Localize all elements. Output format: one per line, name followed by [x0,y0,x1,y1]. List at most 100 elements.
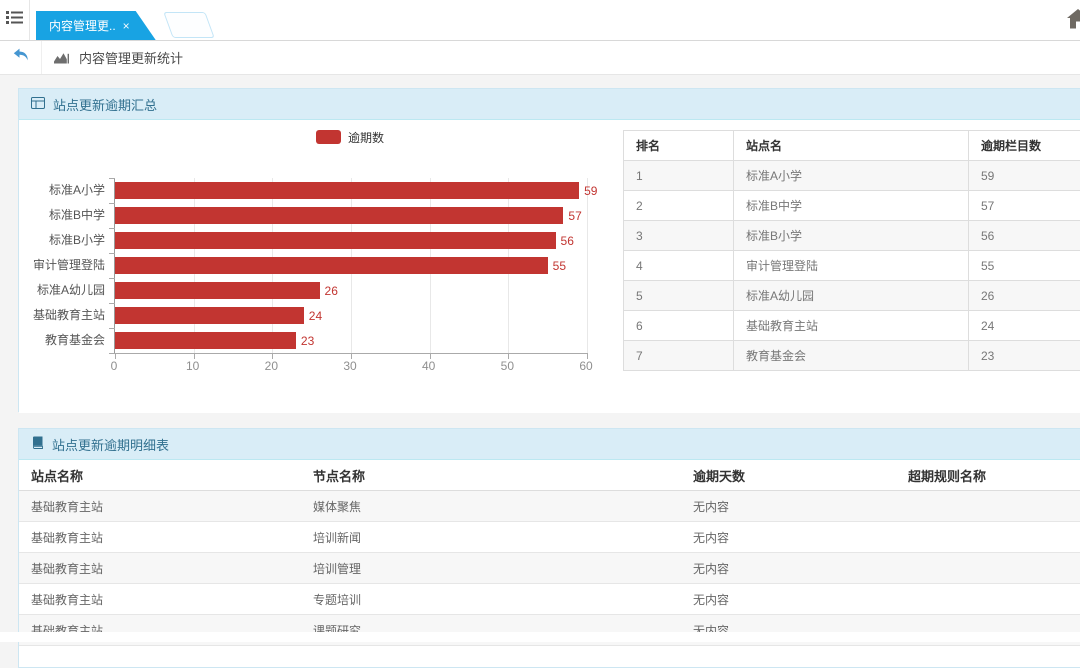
detail-table-body: 基础教育主站媒体聚焦无内容基础教育主站培训新闻无内容基础教育主站培训管理无内容基… [19,491,1080,646]
table-cell: 55 [969,251,1080,281]
axis-tick-label: 40 [422,359,435,373]
category-label: 标准A幼儿园 [19,278,114,303]
bar[interactable] [115,332,296,349]
table-cell: 基础教育主站 [19,584,301,615]
table-cell: 基础教育主站 [19,491,301,522]
table-cell: 无内容 [681,491,896,522]
summary-panel-header: 站点更新逾期汇总 [19,89,1080,120]
table-cell: 标准A幼儿园 [734,281,969,311]
bar-row: 标准B中学 57 [19,203,586,228]
back-arrow-icon [13,48,29,67]
table-cell: 基础教育主站 [734,311,969,341]
table-cell: 基础教育主站 [19,553,301,584]
bar-row: 审计管理登陆 55 [19,253,586,278]
tab-content-management[interactable]: 内容管理更.. × [36,11,156,40]
table-cell: 培训管理 [301,553,681,584]
category-label: 标准B小学 [19,228,114,253]
bar-value-label: 24 [309,309,322,323]
bar-track: 26 [114,278,586,303]
detail-table-header-row: 站点名称 节点名称 逾期天数 超期规则名称 [19,460,1080,491]
table-cell: 57 [969,191,1080,221]
bar[interactable] [115,257,548,274]
bar-value-label: 26 [325,284,338,298]
menu-icon [6,11,23,29]
bar-value-label: 23 [301,334,314,348]
category-label: 标准B中学 [19,203,114,228]
book-icon [31,436,44,452]
legend-label: 逾期数 [348,129,384,146]
bar-value-label: 57 [568,209,581,223]
bar-track: 55 [114,253,586,278]
table-cell: 4 [624,251,734,281]
column-header-site-name: 站点名称 [19,460,301,491]
table-icon [31,97,45,112]
column-header-overdue-count: 逾期栏目数 [969,131,1080,161]
chart-legend[interactable]: 逾期数 [114,129,586,145]
axis-tick-label: 30 [343,359,356,373]
axis-tick-label: 60 [579,359,592,373]
column-header-rule-name: 超期规则名称 [896,460,1080,491]
detail-table: 站点名称 节点名称 逾期天数 超期规则名称 基础教育主站媒体聚焦无内容基础教育主… [19,460,1080,646]
category-label: 审计管理登陆 [19,253,114,278]
table-cell: 培训新闻 [301,522,681,553]
table-cell: 3 [624,221,734,251]
bar-value-label: 56 [561,234,574,248]
back-button[interactable] [0,41,42,74]
table-cell [896,584,1080,615]
bar[interactable] [115,307,304,324]
table-cell: 1 [624,161,734,191]
table-cell: 59 [969,161,1080,191]
table-cell: 审计管理登陆 [734,251,969,281]
axis-tick-label: 20 [265,359,278,373]
home-icon[interactable] [1067,9,1080,29]
table-cell [896,553,1080,584]
table-cell: 无内容 [681,553,896,584]
bar[interactable] [115,207,563,224]
page-title: 内容管理更新统计 [79,48,183,67]
summary-panel-title: 站点更新逾期汇总 [53,95,157,114]
category-label: 基础教育主站 [19,303,114,328]
detail-panel-title: 站点更新逾期明细表 [52,435,169,454]
horizontal-scrollbar[interactable] [0,632,1080,642]
category-label: 标准A小学 [19,178,114,203]
table-cell: 标准A小学 [734,161,969,191]
bar[interactable] [115,282,320,299]
table-cell: 56 [969,221,1080,251]
tab-label: 内容管理更.. [49,17,116,34]
tab-close-icon[interactable]: × [123,19,130,33]
menu-toggle-button[interactable] [0,0,30,40]
table-cell: 5 [624,281,734,311]
detail-panel-header: 站点更新逾期明细表 [19,429,1080,460]
table-cell: 标准B中学 [734,191,969,221]
bar-value-label: 55 [553,259,566,273]
table-cell: 24 [969,311,1080,341]
bar-track: 57 [114,203,586,228]
bar[interactable] [115,232,556,249]
bar[interactable] [115,182,579,199]
table-cell: 2 [624,191,734,221]
table-cell: 6 [624,311,734,341]
tab-ghost [163,12,214,38]
table-row: 基础教育主站媒体聚焦无内容 [19,491,1080,522]
legend-swatch [316,130,341,144]
table-cell: 媒体聚焦 [301,491,681,522]
table-cell [896,491,1080,522]
table-cell: 教育基金会 [734,341,969,371]
table-cell: 无内容 [681,522,896,553]
axis-tick-label: 0 [111,359,118,373]
column-header-site: 站点名 [734,131,969,161]
axis-tick-label: 10 [186,359,199,373]
column-header-rank: 排名 [624,131,734,161]
axis-tick-label: 50 [501,359,514,373]
column-header-overdue-days: 逾期天数 [681,460,896,491]
